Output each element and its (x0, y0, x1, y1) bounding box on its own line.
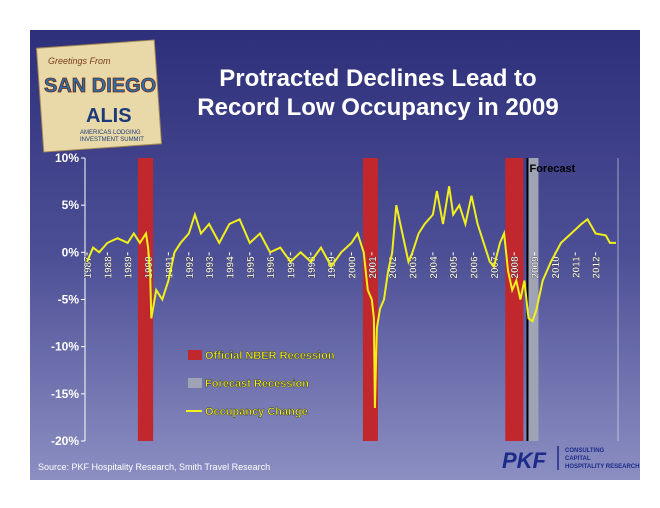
x-tick-label: 2000 (348, 256, 359, 279)
legend-label: Forecast Recession (205, 378, 309, 390)
x-tick-label: 2006 (470, 256, 481, 279)
legend-swatch (188, 378, 202, 388)
x-tick-label: 1989 (124, 256, 135, 279)
x-tick-label: 1992 (185, 256, 196, 279)
pkf-logo: PKF CONSULTING CAPITAL HOSPITALITY RESEA… (502, 446, 639, 473)
title: Protracted Declines Lead to (219, 65, 536, 92)
x-tick-label: 1994 (225, 256, 236, 279)
logo-line: AMERICAS LODGING (80, 130, 141, 136)
x-tick-label: 2005 (449, 256, 460, 279)
y-tick-label: -20% (51, 434, 79, 448)
x-tick-label: 1991 (164, 256, 175, 279)
x-tick-label: 2004 (429, 256, 440, 279)
x-tick-label: 2009 (531, 256, 542, 279)
x-tick-label: 1997 (286, 256, 297, 279)
y-tick-label: 10% (55, 151, 79, 165)
recession-band (528, 158, 539, 441)
legend-label: Official NBER Recession (205, 350, 335, 362)
x-tick-label: 2001 (368, 256, 379, 279)
legend-label: Occupancy Change (205, 406, 308, 418)
logo-brand: ALIS (86, 105, 132, 127)
legend-swatch (188, 350, 202, 360)
x-tick-label: 2007 (490, 256, 501, 279)
x-tick-label: 1993 (205, 256, 216, 279)
x-tick-label: 2012 (592, 256, 603, 279)
x-tick-label: 1988 (103, 256, 114, 279)
y-tick-label: 5% (62, 198, 80, 212)
x-tick-label: 2011 (571, 256, 582, 278)
title: Record Low Occupancy in 2009 (197, 94, 558, 121)
y-tick-label: -10% (51, 340, 79, 354)
x-tick-label: 1999 (327, 256, 338, 279)
x-tick-label: 1987 (83, 256, 94, 279)
source: Source: PKF Hospitality Research, Smith … (38, 462, 270, 472)
x-tick-label: 1998 (307, 256, 318, 279)
forecast-label: Forecast (529, 163, 575, 175)
occupancy-line (86, 186, 616, 409)
x-tick-label: 2010 (551, 256, 562, 279)
recession-band (137, 158, 154, 441)
x-tick-label: 1995 (246, 256, 257, 279)
x-tick-label: 2008 (510, 256, 521, 279)
pkf-name: PKF (502, 448, 547, 473)
x-tick-label: 2003 (409, 256, 420, 279)
pkf-line: CAPITAL (565, 456, 591, 462)
y-tick-label: -5% (58, 293, 80, 307)
recession-band (505, 158, 524, 441)
logo-line: INVESTMENT SUMMIT (80, 137, 144, 143)
x-tick-label: 1996 (266, 256, 277, 279)
logo-greeting: Greetings From (48, 56, 111, 66)
pkf-line: CONSULTING (565, 448, 605, 454)
pkf-line: HOSPITALITY RESEARCH (565, 464, 639, 470)
logo: Greetings From SAN DIEGO ALIS AMERICAS L… (35, 39, 163, 153)
logo-city: SAN DIEGO (44, 75, 156, 97)
x-tick-label: 2002 (388, 256, 399, 279)
y-tick-label: 0% (62, 245, 80, 259)
y-tick-label: -15% (51, 387, 79, 401)
postcard (35, 39, 163, 153)
